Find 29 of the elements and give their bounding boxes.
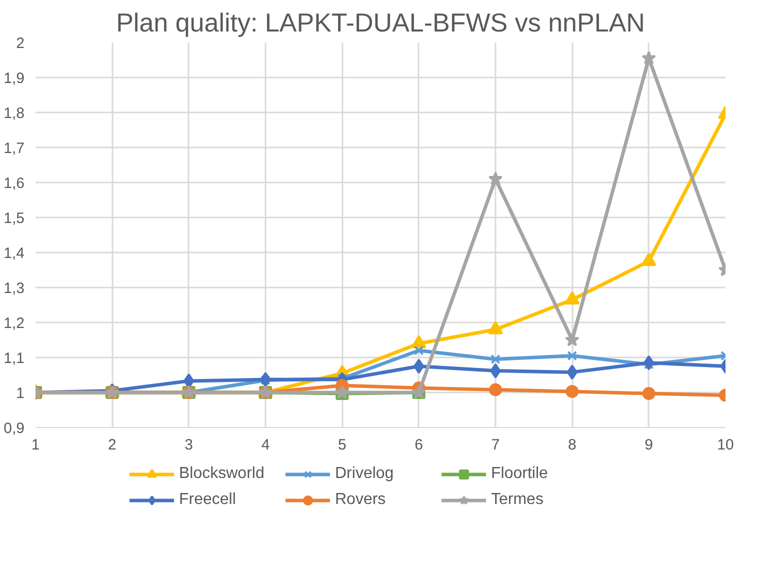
- legend-label: Freecell: [179, 491, 237, 509]
- y-tick-label: 1,2: [4, 315, 25, 332]
- y-tick-label: 1,5: [4, 210, 25, 227]
- x-tick-label: 3: [184, 436, 194, 454]
- legend-label: Termes: [491, 491, 544, 509]
- x-tick-label: 5: [338, 436, 346, 454]
- y-tick-label: 1: [16, 385, 24, 402]
- y-tick-label: 0,9: [4, 420, 25, 437]
- y-tick-label: 1,1: [4, 350, 25, 367]
- legend-label: Drivelog: [335, 465, 395, 483]
- x-tick-label: 8: [568, 436, 576, 454]
- y-tick-label: 1,7: [4, 140, 25, 157]
- y-tick-label: 1,6: [4, 175, 25, 192]
- x-tick-label: 4: [261, 436, 270, 454]
- chart-title: Plan quality: LAPKT-DUAL-BFWS vs nnPLAN: [116, 8, 645, 38]
- x-tick-label: 7: [491, 436, 500, 454]
- y-tick-label: 1,3: [4, 280, 25, 297]
- legend-label: Blocksworld: [179, 465, 266, 483]
- y-tick-label: 1,9: [4, 70, 25, 87]
- y-tick-label: 1,8: [4, 105, 25, 122]
- x-tick-label: 6: [414, 436, 424, 454]
- y-tick-label: 1,4: [4, 245, 25, 262]
- x-tick-label: 10: [717, 436, 734, 454]
- legend-label: Rovers: [335, 491, 387, 509]
- legend-label: Floortile: [491, 465, 549, 483]
- x-tick-label: 2: [108, 436, 116, 454]
- x-tick-label: 1: [31, 436, 40, 454]
- x-tick-label: 9: [644, 436, 654, 454]
- y-tick-label: 2: [16, 35, 24, 52]
